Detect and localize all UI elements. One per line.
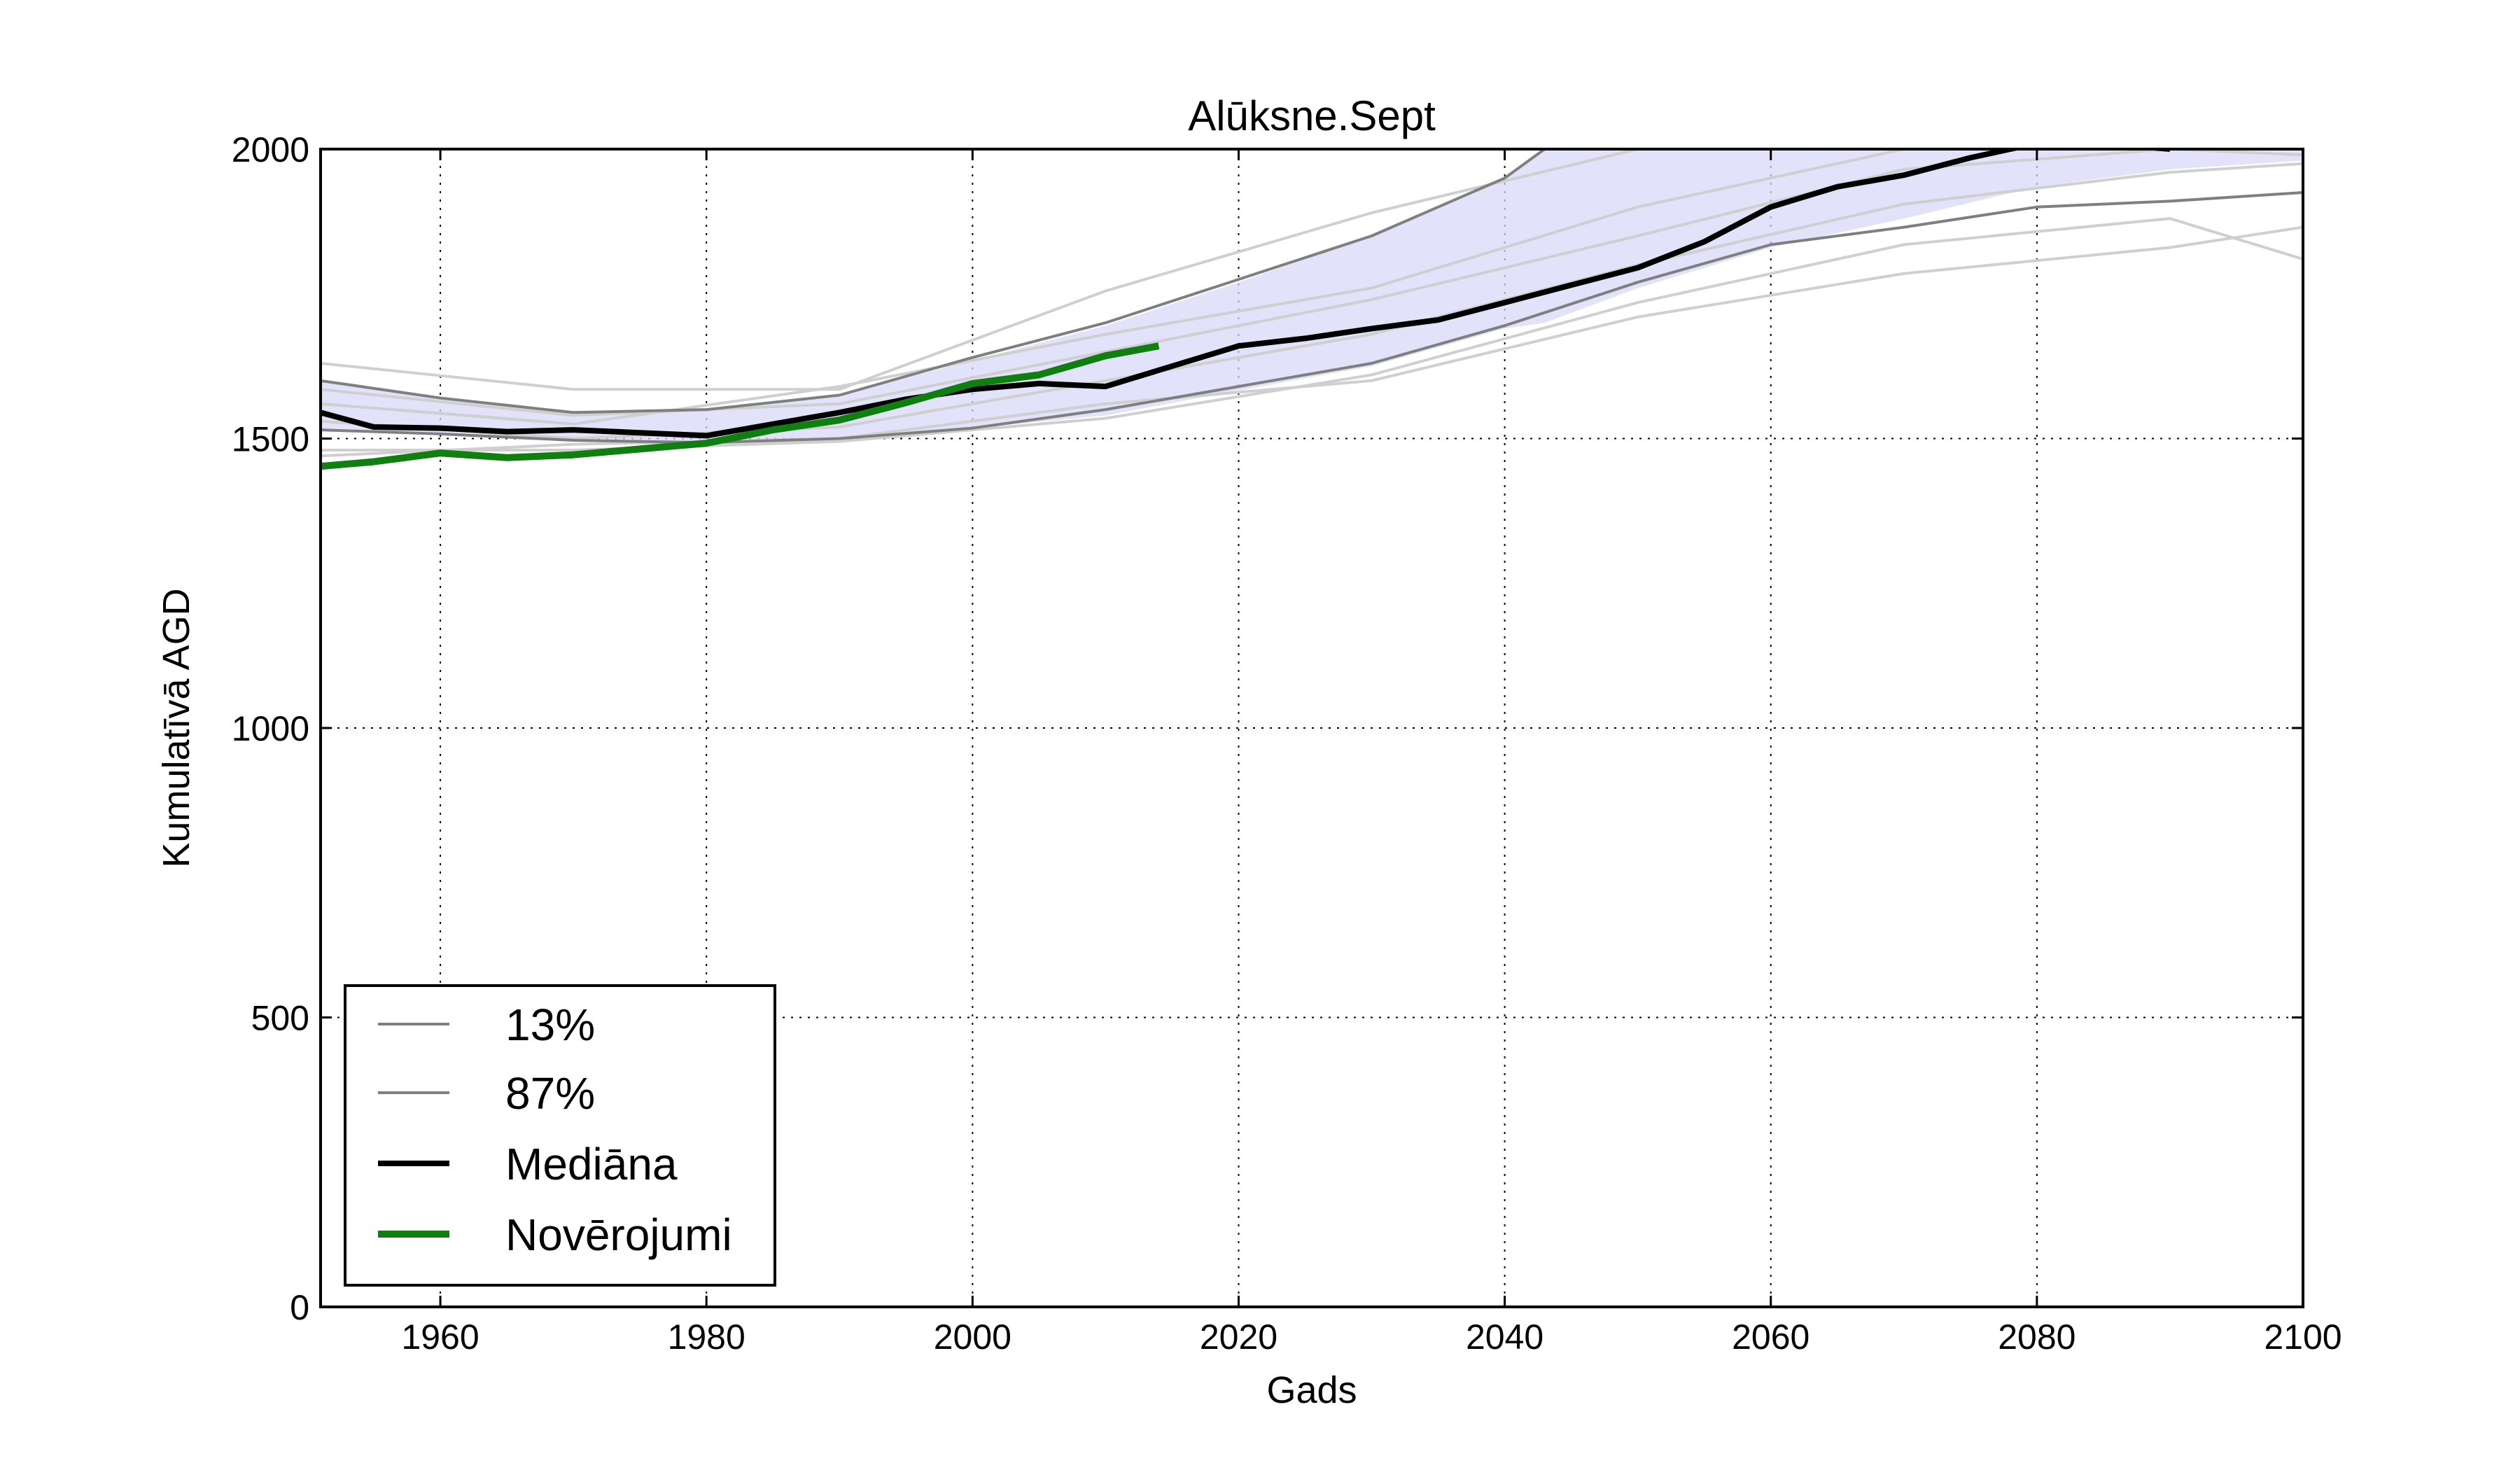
y-tick-label: 0 [290, 1288, 309, 1327]
series-line-13pct [321, 191, 2303, 444]
legend-label-13pct: 13% [505, 1000, 595, 1050]
x-tick-label: 2080 [1998, 1317, 2076, 1357]
ensemble-line [321, 149, 2303, 391]
y-tick-label: 500 [251, 999, 309, 1038]
y-tick-label: 1500 [232, 420, 309, 459]
x-tick-label: 1980 [668, 1317, 746, 1357]
percentile-band [321, 149, 2303, 443]
series-line-observed [321, 342, 1160, 470]
series-line-median [321, 149, 2170, 439]
y-tick-label: 2000 [232, 130, 309, 169]
y-tick-label: 1000 [232, 709, 309, 748]
x-tick-label: 2060 [1732, 1317, 1809, 1357]
chart-title: Alūksne.Sept [1188, 92, 1436, 139]
x-axis-label: Gads [1266, 1369, 1357, 1411]
y-axis-ticks: 0 500 1000 1500 2000 [232, 130, 2303, 1327]
legend-label-median: Mediāna [505, 1139, 678, 1189]
legend: 13% 87% Mediāna Novērojumi [344, 984, 776, 1287]
legend-label-observed: Novērojumi [505, 1210, 732, 1260]
y-axis-label: Kumulatīvā AGD [155, 588, 197, 867]
gridlines [321, 149, 2303, 1307]
legend-label-87pct: 87% [505, 1068, 595, 1119]
x-tick-label: 2000 [934, 1317, 1011, 1357]
x-tick-label: 2100 [2264, 1317, 2342, 1357]
plot-area [321, 149, 2303, 470]
x-axis-ticks: 1960 1980 2000 2020 2040 2060 2080 2100 [401, 149, 2342, 1357]
x-tick-label: 2040 [1466, 1317, 1544, 1357]
series-line-87pct [321, 149, 2303, 414]
x-tick-label: 2020 [1200, 1317, 1278, 1357]
x-tick-label: 1960 [401, 1317, 479, 1357]
